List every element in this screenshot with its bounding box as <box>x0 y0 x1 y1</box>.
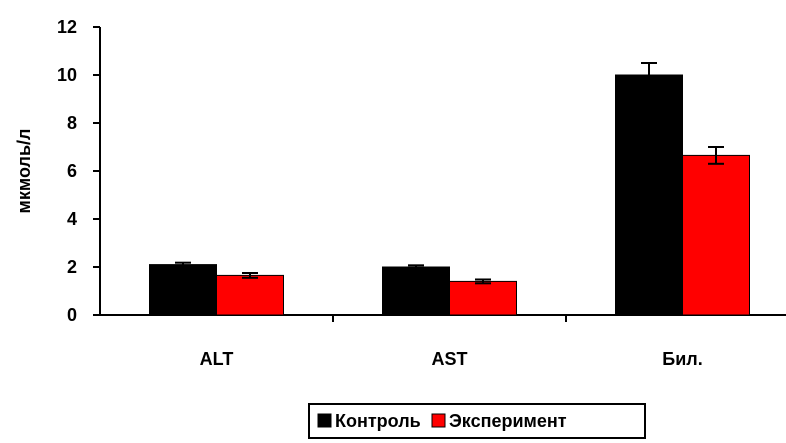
legend-swatch-experiment <box>431 413 446 428</box>
legend-label-experiment: Эксперимент <box>449 411 567 431</box>
bar-experiment-2 <box>682 154 750 316</box>
bar-experiment-0 <box>216 274 284 316</box>
x-tick-label-2: Бил. <box>662 349 702 369</box>
legend-label-control: Контроль <box>335 411 421 431</box>
y-tick-label-2: 2 <box>67 257 77 277</box>
y-tick-label-4: 4 <box>67 209 77 229</box>
y-tick-label-0: 0 <box>67 305 77 325</box>
y-tick-label-8: 8 <box>67 113 77 133</box>
y-tick-label-10: 10 <box>57 65 77 85</box>
y-tick-label-6: 6 <box>67 161 77 181</box>
x-tick-label-0: ALT <box>200 349 234 369</box>
x-tick-label-1: AST <box>432 349 468 369</box>
legend-box <box>308 403 646 439</box>
bar-control-1 <box>382 266 450 316</box>
legend-swatch-control <box>317 413 332 428</box>
legend: Контроль Эксперимент <box>308 403 646 439</box>
bar-control-0 <box>149 264 217 316</box>
plot-area: 0 2 4 6 8 10 12 ALT AST Бил. <box>57 17 786 369</box>
bar-experiment-1 <box>449 280 517 316</box>
y-tick-label-12: 12 <box>57 17 77 37</box>
bar-control-2 <box>615 74 683 316</box>
y-axis-title: мкмоль/л <box>14 129 34 214</box>
